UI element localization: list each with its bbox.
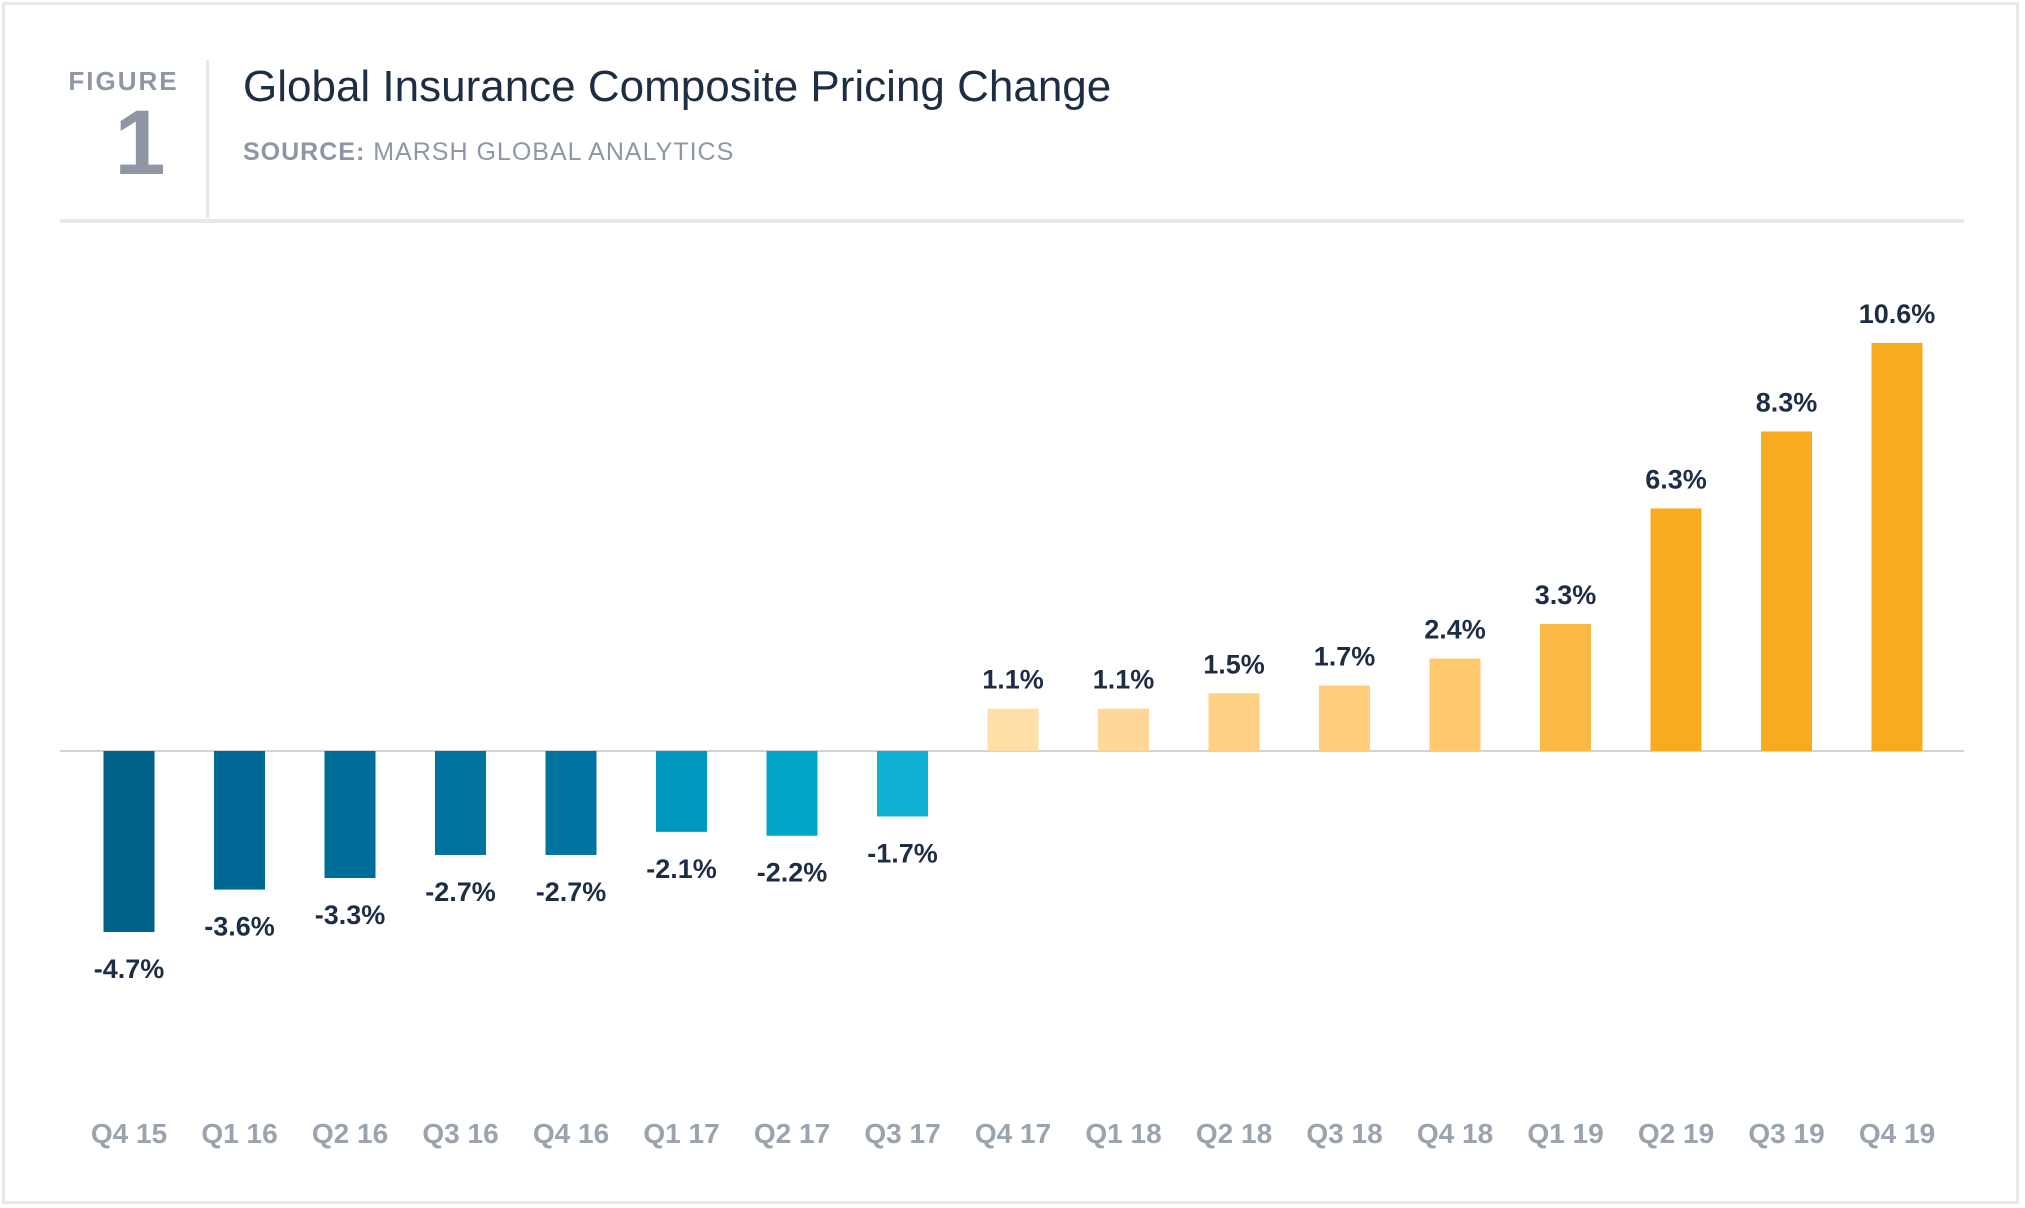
figure-number: 1 bbox=[114, 92, 166, 194]
x-tick-label: Q2 17 bbox=[754, 1118, 830, 1149]
x-tick-label: Q4 17 bbox=[975, 1118, 1051, 1149]
data-label: 3.3% bbox=[1535, 580, 1597, 610]
bar-q1-16 bbox=[214, 751, 265, 890]
bar-q3-19 bbox=[1761, 431, 1812, 751]
bar-q4-17 bbox=[987, 708, 1039, 751]
data-label: 6.3% bbox=[1645, 464, 1707, 494]
bar-q3-18 bbox=[1319, 685, 1370, 751]
data-label: -2.7% bbox=[425, 877, 496, 907]
data-label: -2.1% bbox=[646, 854, 717, 884]
bar-q2-16 bbox=[324, 751, 376, 879]
x-tick-label: Q4 18 bbox=[1417, 1118, 1493, 1149]
bar-q3-17 bbox=[877, 751, 928, 817]
bar-q1-18 bbox=[1098, 708, 1149, 751]
bar-q1-17 bbox=[656, 751, 707, 832]
data-label: 2.4% bbox=[1424, 615, 1486, 645]
chart-title: Global Insurance Composite Pricing Chang… bbox=[243, 62, 1112, 111]
x-tick-label: Q1 17 bbox=[643, 1118, 719, 1149]
x-tick-label: Q1 19 bbox=[1527, 1118, 1603, 1149]
bar-q2-18 bbox=[1208, 693, 1260, 751]
data-label: -2.2% bbox=[757, 858, 828, 888]
x-tick-label: Q3 16 bbox=[422, 1118, 498, 1149]
x-tick-label: Q4 15 bbox=[91, 1118, 167, 1149]
bar-q4-19 bbox=[1871, 342, 1923, 751]
bar-q2-19 bbox=[1650, 508, 1702, 751]
data-label: 1.5% bbox=[1203, 649, 1265, 679]
x-tick-label: Q3 19 bbox=[1748, 1118, 1824, 1149]
data-label: 8.3% bbox=[1756, 387, 1818, 417]
bar-q4-15 bbox=[103, 751, 155, 932]
data-label: -3.3% bbox=[315, 900, 386, 930]
bar-q3-16 bbox=[435, 751, 486, 855]
figure-label: FIGURE bbox=[68, 66, 179, 96]
x-tick-label: Q3 17 bbox=[864, 1118, 940, 1149]
data-label: 1.7% bbox=[1314, 642, 1376, 672]
data-label: -3.6% bbox=[204, 912, 275, 942]
data-label: 1.1% bbox=[1093, 665, 1155, 695]
x-tick-label: Q2 18 bbox=[1196, 1118, 1272, 1149]
header-rule bbox=[60, 219, 1964, 223]
bar-q4-16 bbox=[545, 751, 597, 855]
x-tick-label: Q3 18 bbox=[1306, 1118, 1382, 1149]
data-label: 1.1% bbox=[982, 665, 1044, 695]
x-tick-label: Q2 19 bbox=[1638, 1118, 1714, 1149]
x-tick-label: Q1 18 bbox=[1085, 1118, 1161, 1149]
header-divider bbox=[206, 60, 209, 218]
data-label: 10.6% bbox=[1859, 299, 1936, 329]
source-value: MARSH GLOBAL ANALYTICS bbox=[373, 138, 735, 166]
x-tick-label: Q4 16 bbox=[533, 1118, 609, 1149]
data-label: -1.7% bbox=[867, 838, 938, 868]
bar-q1-19 bbox=[1540, 623, 1591, 751]
data-label: -4.7% bbox=[94, 954, 165, 984]
bar-q4-18 bbox=[1429, 658, 1481, 751]
chart-source: SOURCE: MARSH GLOBAL ANALYTICS bbox=[243, 138, 734, 167]
x-tick-label: Q2 16 bbox=[312, 1118, 388, 1149]
x-tick-label: Q1 16 bbox=[201, 1118, 277, 1149]
data-label: -2.7% bbox=[536, 877, 607, 907]
bar-q2-17 bbox=[766, 751, 818, 836]
source-key: SOURCE: bbox=[243, 138, 366, 166]
x-tick-label: Q4 19 bbox=[1859, 1118, 1935, 1149]
